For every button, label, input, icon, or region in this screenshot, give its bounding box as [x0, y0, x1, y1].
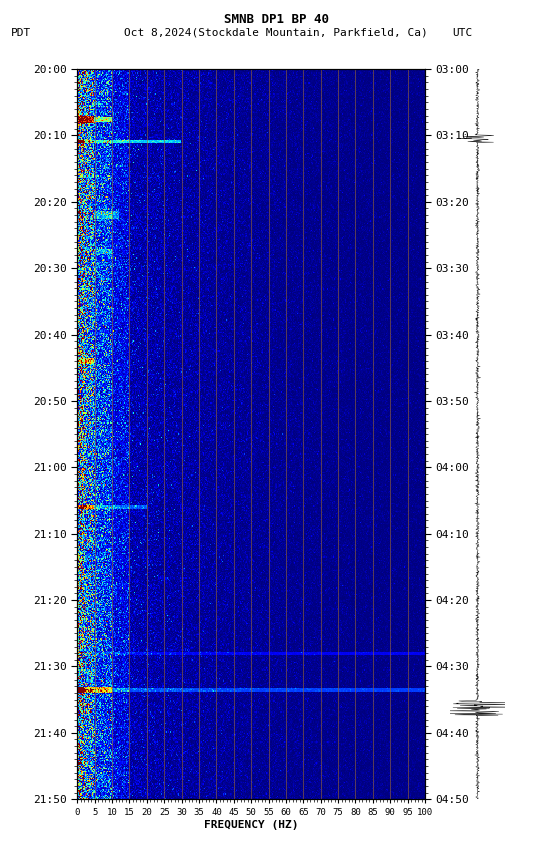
X-axis label: FREQUENCY (HZ): FREQUENCY (HZ) [204, 820, 299, 830]
Text: PDT: PDT [11, 28, 31, 38]
Text: UTC: UTC [453, 28, 473, 38]
Text: Oct 8,2024(Stockdale Mountain, Parkfield, Ca): Oct 8,2024(Stockdale Mountain, Parkfield… [124, 28, 428, 38]
Text: SMNB DP1 BP 40: SMNB DP1 BP 40 [224, 13, 328, 26]
